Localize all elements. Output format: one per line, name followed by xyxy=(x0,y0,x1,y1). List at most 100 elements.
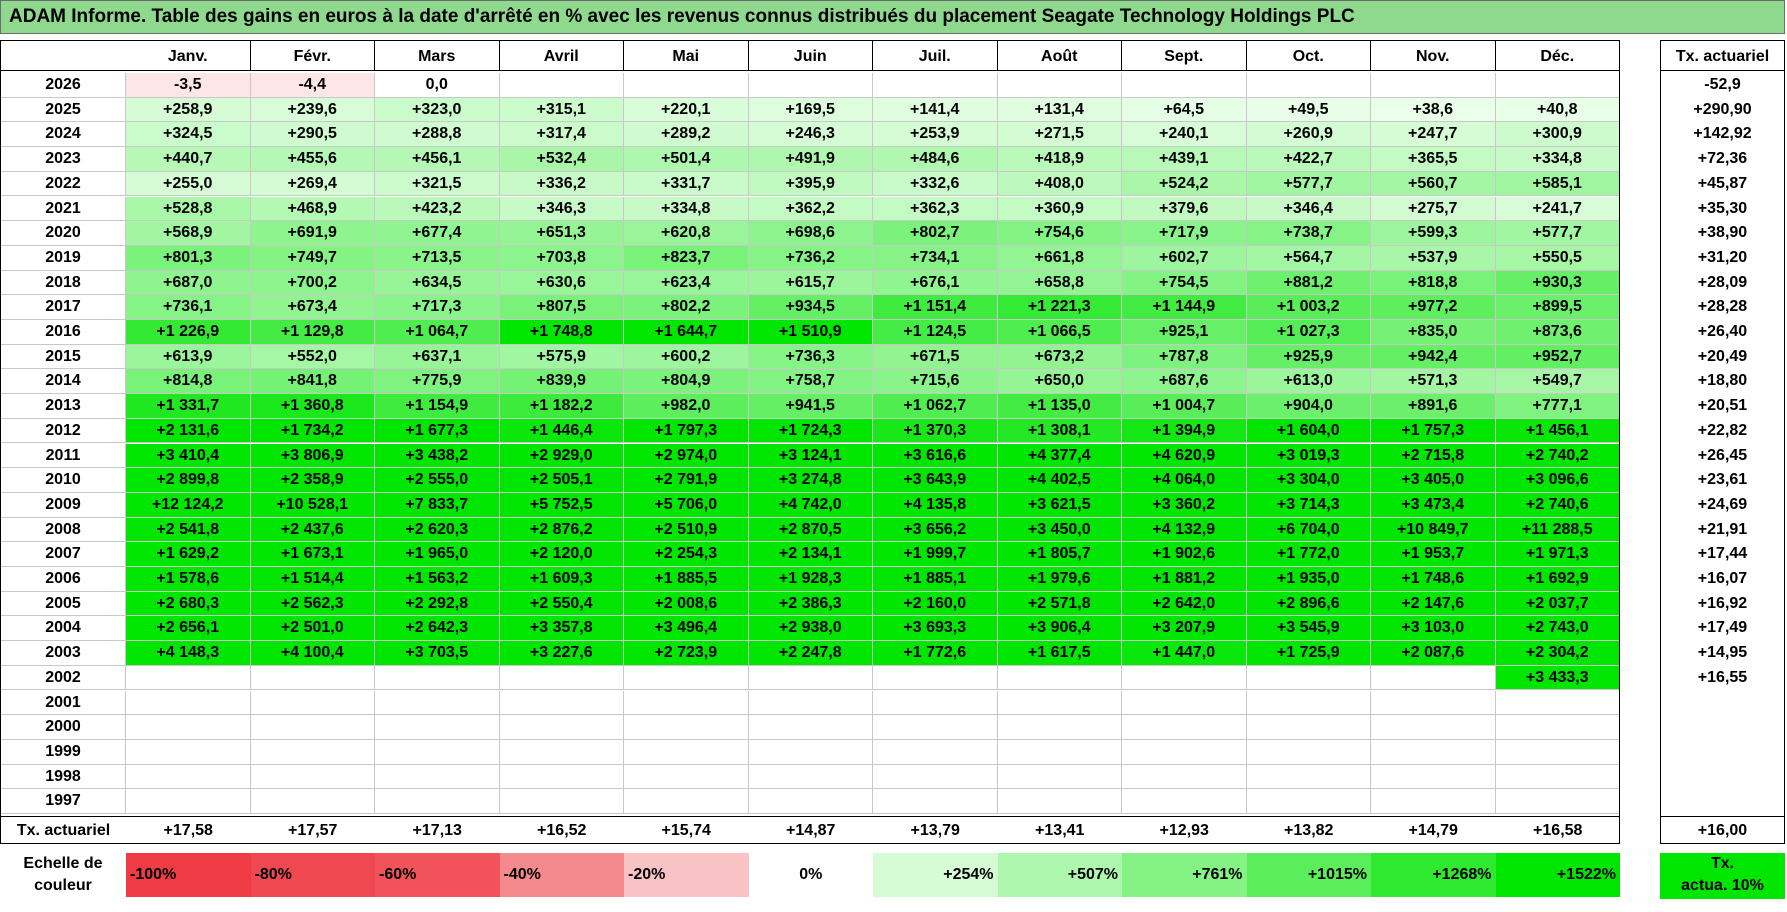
table-cell xyxy=(1371,73,1496,98)
table-cell: +3 616,6 xyxy=(873,443,998,469)
tx-cell: +22,82 xyxy=(1660,418,1785,444)
table-cell: +269,4 xyxy=(250,171,375,197)
table-cell: +1 563,2 xyxy=(375,567,500,592)
table-cell xyxy=(873,764,998,790)
table-cell: +2 008,6 xyxy=(624,591,749,617)
table-cell: +904,0 xyxy=(1246,394,1371,419)
table-cell: +334,8 xyxy=(1495,147,1620,172)
table-cell: +787,8 xyxy=(1122,344,1247,370)
tx-cell: +14,95 xyxy=(1660,641,1785,666)
table-cell: +637,1 xyxy=(375,344,500,370)
table-cell: +317,4 xyxy=(499,122,624,148)
table-cell: +3 693,3 xyxy=(873,616,998,642)
table-cell: +1 748,6 xyxy=(1371,567,1496,592)
table-cell xyxy=(250,665,375,691)
table-cell: +899,5 xyxy=(1495,295,1620,320)
table-cell: +524,2 xyxy=(1122,171,1247,197)
table-cell: +2 304,2 xyxy=(1495,641,1620,666)
table-cell: +1 144,9 xyxy=(1122,295,1247,320)
table-cell: +408,0 xyxy=(997,171,1122,197)
table-cell: +131,4 xyxy=(997,97,1122,123)
table-cell: +7 833,7 xyxy=(375,492,500,518)
table-cell: +315,1 xyxy=(499,97,624,123)
table-cell xyxy=(126,715,251,740)
legend-swatch: +1015% xyxy=(1246,853,1371,897)
table-cell: +2 147,6 xyxy=(1371,591,1496,617)
table-cell: +925,1 xyxy=(1122,320,1247,345)
table-cell: +49,5 xyxy=(1246,97,1371,123)
year-label: 1997 xyxy=(0,789,126,814)
table-cell: +2 974,0 xyxy=(624,443,749,469)
table-cell: +1 797,3 xyxy=(624,418,749,444)
table-cell: +2 550,4 xyxy=(499,591,624,617)
table-cell xyxy=(1246,73,1371,98)
header-month: Janv. xyxy=(126,40,251,71)
tx-cell: +142,92 xyxy=(1660,122,1785,148)
legend-swatch: 0% xyxy=(748,853,873,897)
table-cell: +775,9 xyxy=(375,369,500,395)
table-cell xyxy=(375,665,500,691)
table-cell: +613,0 xyxy=(1246,369,1371,395)
table-cell xyxy=(624,789,749,814)
table-cell: +2 791,9 xyxy=(624,468,749,493)
table-cell: +802,2 xyxy=(624,295,749,320)
table-cell: +1 447,0 xyxy=(1122,641,1247,666)
table-cell xyxy=(748,665,873,691)
tx-cell: +35,30 xyxy=(1660,196,1785,222)
table-cell: +2 131,6 xyxy=(126,418,251,444)
table-cell xyxy=(997,764,1122,790)
table-cell: +777,1 xyxy=(1495,394,1620,419)
footer-value: +17,58 xyxy=(126,816,251,844)
table-cell: +1 004,7 xyxy=(1122,394,1247,419)
table-cell: +1 902,6 xyxy=(1122,542,1247,567)
tx-cell: +28,09 xyxy=(1660,270,1785,296)
tx-cell xyxy=(1660,789,1785,814)
legend-swatch: -20% xyxy=(624,853,749,897)
year-label: 2004 xyxy=(0,616,126,642)
table-cell: +1 135,0 xyxy=(997,394,1122,419)
table-cell xyxy=(1371,789,1496,814)
tx-cell: +16,92 xyxy=(1660,591,1785,617)
table-cell: +3 643,9 xyxy=(873,468,998,493)
table-cell: +630,6 xyxy=(499,270,624,296)
table-cell: +676,1 xyxy=(873,270,998,296)
table-cell: +2 870,5 xyxy=(748,517,873,543)
table-cell: +577,7 xyxy=(1495,221,1620,246)
table-cell: +4 402,5 xyxy=(997,468,1122,493)
footer-value: +14,79 xyxy=(1371,816,1496,844)
table-cell: +3 438,2 xyxy=(375,443,500,469)
footer-total: +16,00 xyxy=(1660,816,1785,844)
legend-tx-line1: Tx. xyxy=(1710,855,1735,872)
footer-value: +12,93 xyxy=(1122,816,1247,844)
year-label: 2000 xyxy=(0,715,126,740)
table-cell: +2 087,6 xyxy=(1371,641,1496,666)
table-cell: +550,5 xyxy=(1495,245,1620,271)
table-cell: +1 644,7 xyxy=(624,320,749,345)
table-cell: +440,7 xyxy=(126,147,251,172)
table-cell xyxy=(997,715,1122,740)
table-cell: +623,4 xyxy=(624,270,749,296)
header-month: Juin xyxy=(748,40,873,71)
table-cell xyxy=(499,764,624,790)
table-cell xyxy=(126,789,251,814)
table-cell: +1 999,7 xyxy=(873,542,998,567)
table-cell: +2 571,8 xyxy=(997,591,1122,617)
table-cell: +703,8 xyxy=(499,245,624,271)
table-cell: +395,9 xyxy=(748,171,873,197)
table-cell: +2 740,6 xyxy=(1495,492,1620,518)
table-cell: +814,8 xyxy=(126,369,251,395)
tx-cell: +23,61 xyxy=(1660,468,1785,493)
table-cell: +2 743,0 xyxy=(1495,616,1620,642)
legend-swatch: -80% xyxy=(250,853,375,897)
table-cell: +2 899,8 xyxy=(126,468,251,493)
table-cell xyxy=(748,73,873,98)
table-cell: +577,7 xyxy=(1246,171,1371,197)
table-cell: +2 896,6 xyxy=(1246,591,1371,617)
table-cell xyxy=(499,665,624,691)
table-cell xyxy=(748,690,873,716)
year-label: 2023 xyxy=(0,147,126,172)
tx-cell xyxy=(1660,739,1785,765)
table-cell xyxy=(624,715,749,740)
tx-cell: +17,44 xyxy=(1660,542,1785,567)
table-cell xyxy=(624,764,749,790)
